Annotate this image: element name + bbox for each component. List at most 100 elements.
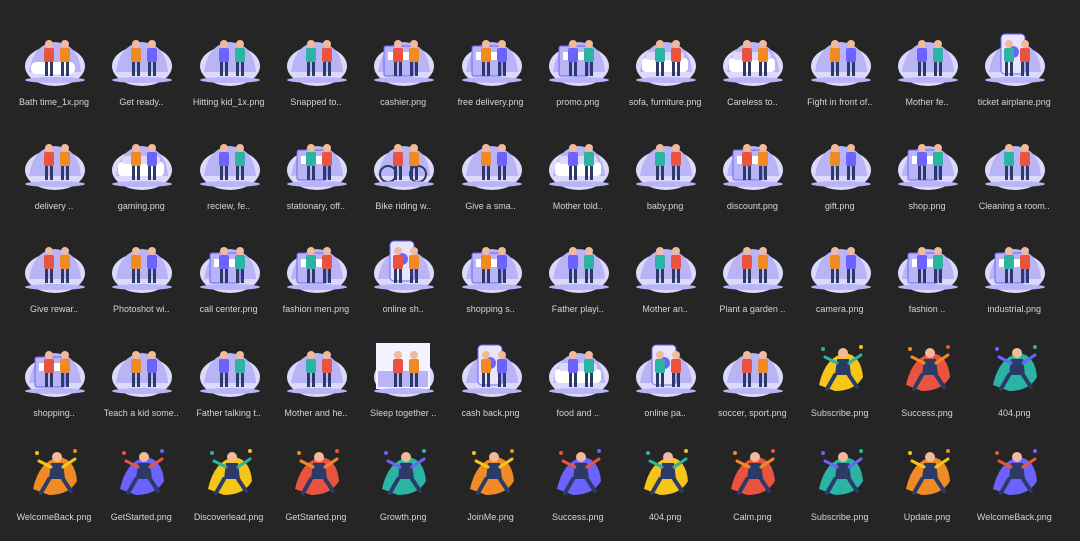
file-name: shop.png: [908, 201, 946, 211]
file-tile[interactable]: Bike riding w..: [359, 126, 447, 226]
file-tile[interactable]: Mother fe..: [883, 22, 971, 122]
file-tile[interactable]: Growth.png: [359, 437, 447, 537]
file-tile[interactable]: Update.png: [883, 437, 971, 537]
file-tile[interactable]: online pa..: [621, 333, 709, 433]
file-tile[interactable]: Subscribe.png: [796, 437, 884, 537]
file-tile[interactable]: GetStarted.png: [97, 437, 185, 537]
people-illustration: [194, 22, 264, 92]
file-tile[interactable]: sofa, furniture.png: [621, 22, 709, 122]
file-tile[interactable]: 404.png: [621, 437, 709, 537]
shop-illustration: [456, 22, 526, 92]
file-tile[interactable]: GetStarted.png: [272, 437, 360, 537]
file-tile[interactable]: baby.png: [621, 126, 709, 226]
file-name: online sh..: [382, 304, 424, 314]
file-tile[interactable]: soccer, sport.png: [708, 333, 796, 433]
file-tile[interactable]: cashier.png: [359, 22, 447, 122]
file-tile[interactable]: ticket airplane.png: [970, 22, 1058, 122]
file-tile[interactable]: shopping..: [10, 333, 98, 433]
figure-illustration: [979, 437, 1049, 507]
file-name: soccer, sport.png: [718, 408, 787, 418]
file-name: Snapped to..: [290, 97, 342, 107]
people-illustration: [106, 229, 176, 299]
file-tile[interactable]: 404.png: [970, 333, 1058, 433]
file-tile[interactable]: Get ready..: [97, 22, 185, 122]
file-name: gaming.png: [117, 201, 165, 211]
file-tile[interactable]: industrial.png: [970, 229, 1058, 329]
file-tile[interactable]: Fight in front of..: [796, 22, 884, 122]
file-tile[interactable]: Sleep together ..: [359, 333, 447, 433]
file-name: gift.png: [824, 201, 855, 211]
phone-illustration: [368, 229, 438, 299]
file-tile[interactable]: reciew, fe..: [185, 126, 273, 226]
figure-illustration: [892, 333, 962, 403]
file-tile[interactable]: free delivery.png: [447, 22, 535, 122]
file-name: Update.png: [903, 512, 951, 522]
file-tile[interactable]: gaming.png: [97, 126, 185, 226]
file-tile[interactable]: Father playi..: [534, 229, 622, 329]
file-tile[interactable]: Mother and he..: [272, 333, 360, 433]
people-illustration: [194, 333, 264, 403]
file-name: Discoverlead.png: [193, 512, 264, 522]
file-name: GetStarted.png: [110, 512, 172, 522]
figure-illustration: [630, 437, 700, 507]
file-tile[interactable]: promo.png: [534, 22, 622, 122]
file-name: Give rewar..: [29, 304, 78, 314]
file-tile[interactable]: call center.png: [185, 229, 273, 329]
file-name: Bath time_1x.png: [18, 97, 90, 107]
file-tile[interactable]: Hitting kid_1x.png: [185, 22, 273, 122]
file-tile[interactable]: Give a sma..: [447, 126, 535, 226]
file-tile[interactable]: Calm.png: [708, 437, 796, 537]
file-tile[interactable]: Success.png: [883, 333, 971, 433]
file-tile[interactable]: Success.png: [534, 437, 622, 537]
file-tile[interactable]: Bath time_1x.png: [10, 22, 98, 122]
file-name: Mother fe..: [905, 97, 949, 107]
file-tile[interactable]: cash back.png: [447, 333, 535, 433]
file-name: Plant a garden ..: [719, 304, 786, 314]
people-illustration: [805, 126, 875, 196]
file-tile[interactable]: fashion men.png: [272, 229, 360, 329]
bike-illustration: [368, 126, 438, 196]
file-tile[interactable]: delivery ..: [10, 126, 98, 226]
figure-illustration: [456, 437, 526, 507]
file-name: Father talking t..: [196, 408, 261, 418]
file-tile[interactable]: Discoverlead.png: [185, 437, 273, 537]
file-tile[interactable]: Subscribe.png: [796, 333, 884, 433]
file-tile[interactable]: fashion ..: [883, 229, 971, 329]
file-tile[interactable]: camera.png: [796, 229, 884, 329]
file-tile[interactable]: discount.png: [708, 126, 796, 226]
sofa-illustration: [543, 126, 613, 196]
shop-illustration: [194, 229, 264, 299]
file-tile[interactable]: JoinMe.png: [447, 437, 535, 537]
shop-illustration: [456, 229, 526, 299]
file-name: reciew, fe..: [207, 201, 251, 211]
file-tile[interactable]: Teach a kid some..: [97, 333, 185, 433]
file-tile[interactable]: shopping s..: [447, 229, 535, 329]
file-tile[interactable]: Father talking t..: [185, 333, 273, 433]
file-tile[interactable]: Mother told..: [534, 126, 622, 226]
figure-illustration: [194, 437, 264, 507]
file-tile[interactable]: stationary, off..: [272, 126, 360, 226]
file-tile[interactable]: shop.png: [883, 126, 971, 226]
sofa-illustration: [106, 126, 176, 196]
file-tile[interactable]: Give rewar..: [10, 229, 98, 329]
file-name: Mother told..: [552, 201, 603, 211]
file-name: Success.png: [552, 512, 604, 522]
file-name: Father playi..: [551, 304, 604, 314]
file-tile[interactable]: Photoshot wi..: [97, 229, 185, 329]
file-name: Hitting kid_1x.png: [192, 97, 265, 107]
file-tile[interactable]: Mother an..: [621, 229, 709, 329]
people-illustration: [805, 229, 875, 299]
file-tile[interactable]: Cleaning a room..: [970, 126, 1058, 226]
file-tile[interactable]: Snapped to..: [272, 22, 360, 122]
file-tile[interactable]: gift.png: [796, 126, 884, 226]
people-illustration: [979, 126, 1049, 196]
file-tile[interactable]: online sh..: [359, 229, 447, 329]
phone-illustration: [630, 333, 700, 403]
file-name: Cleaning a room..: [978, 201, 1050, 211]
file-name: Give a sma..: [465, 201, 516, 211]
file-tile[interactable]: WelcomeBack.png: [970, 437, 1058, 537]
file-tile[interactable]: Careless to..: [708, 22, 796, 122]
file-tile[interactable]: WelcomeBack.png: [10, 437, 98, 537]
file-tile[interactable]: Plant a garden ..: [708, 229, 796, 329]
file-tile[interactable]: food and ..: [534, 333, 622, 433]
